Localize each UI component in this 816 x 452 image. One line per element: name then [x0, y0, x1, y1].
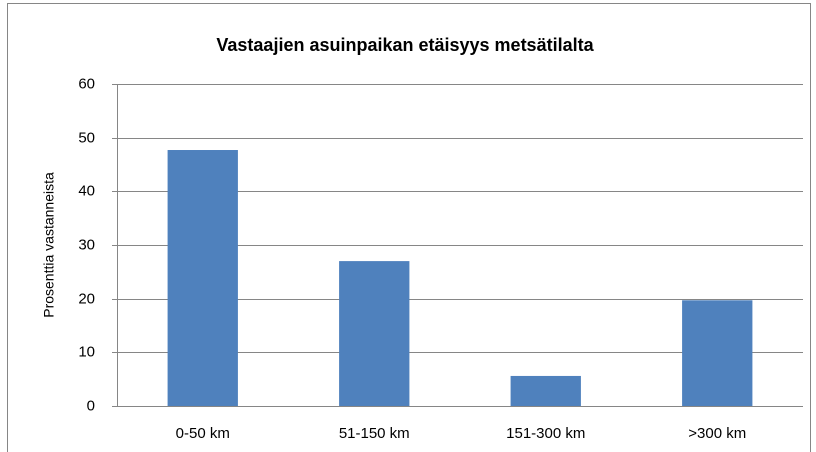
x-tick-label: 51-150 km	[339, 425, 410, 442]
x-tick-label: 0-50 km	[176, 425, 230, 442]
bar	[682, 300, 753, 406]
x-tick-label: 151-300 km	[506, 425, 585, 442]
y-tick-label: 30	[78, 236, 95, 253]
bar	[167, 150, 238, 406]
y-axis-label: Prosenttia vastanneista	[41, 172, 57, 318]
y-tick-label: 60	[78, 75, 95, 92]
y-tick-label: 10	[78, 343, 95, 360]
y-tick-label: 50	[78, 129, 95, 146]
y-tick-label: 0	[87, 397, 95, 414]
y-tick-label: 40	[78, 182, 95, 199]
bar	[339, 261, 410, 406]
bar	[510, 375, 581, 406]
y-tick-label: 20	[78, 290, 95, 307]
x-tick-label: >300 km	[688, 425, 746, 442]
chart-title: Vastaajien asuinpaikan etäisyys metsätil…	[216, 35, 594, 55]
